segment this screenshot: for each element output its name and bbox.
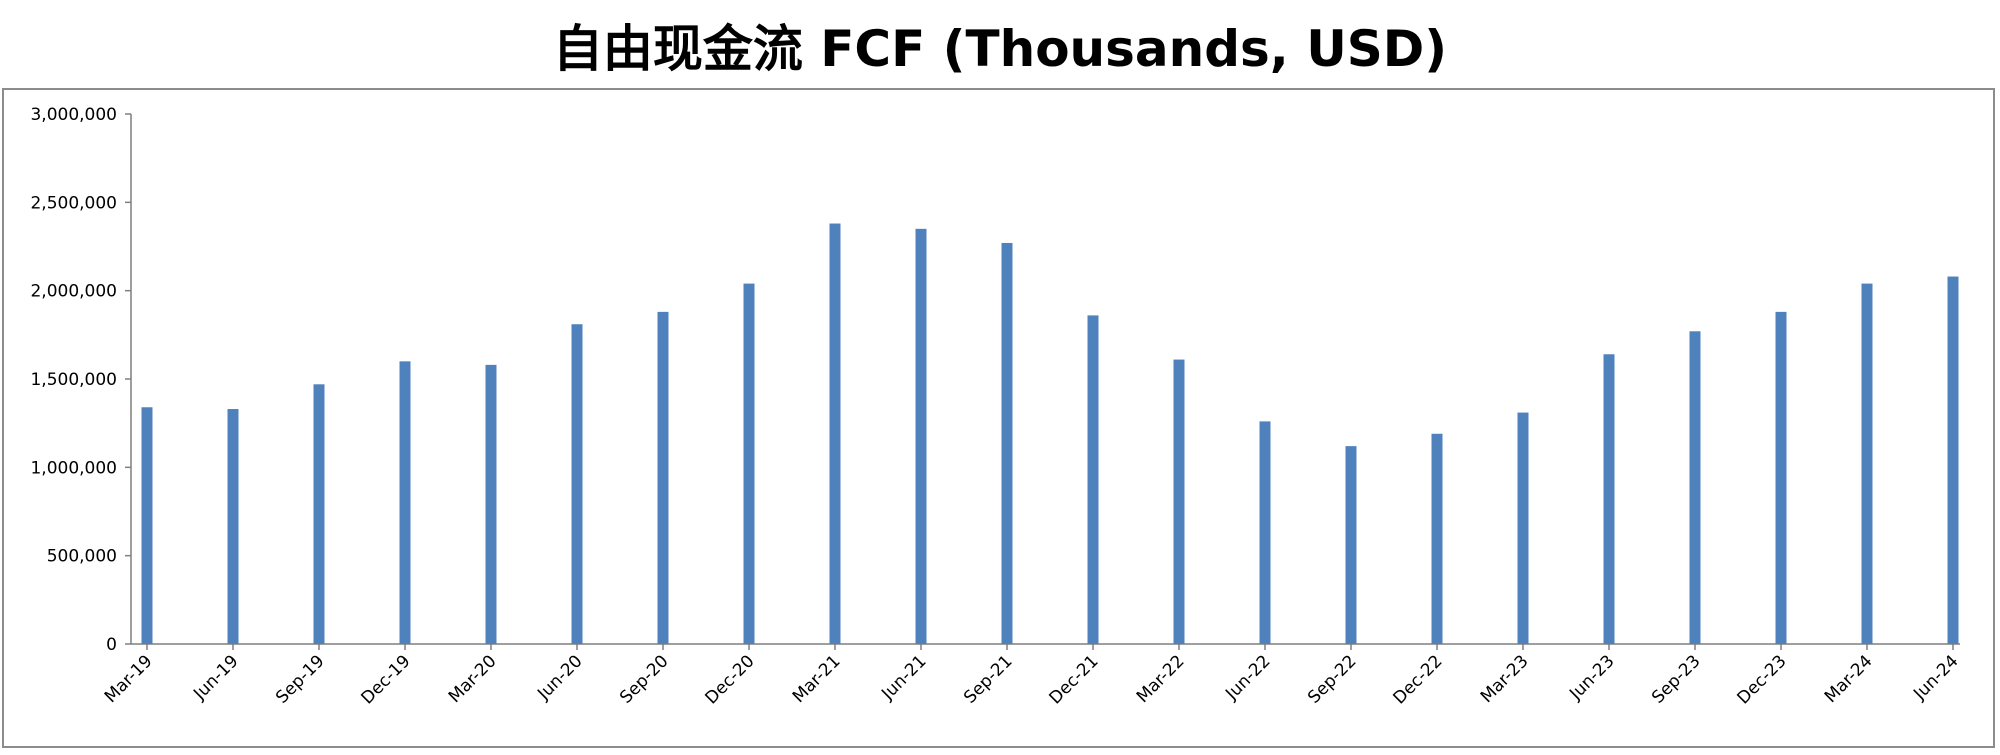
x-tick-label: Jun-24	[1909, 651, 1962, 704]
y-tick-label: 3,000,000	[30, 105, 117, 125]
x-tick-label: Mar-24	[1821, 651, 1877, 707]
x-tick-label: Dec-22	[1389, 651, 1446, 708]
x-tick-label: Sep-19	[272, 651, 328, 707]
bar-jun-22	[1259, 421, 1271, 644]
y-tick-label: 2,500,000	[30, 193, 117, 213]
chart-frame	[2, 88, 1995, 748]
y-tick-labels: 0 500,000 1,000,000 1,500,000 2,000,000 2,500…	[30, 105, 117, 655]
x-tick-label: Mar-19	[101, 651, 157, 707]
x-tick-label: Jun-23	[1565, 651, 1618, 704]
bar-jun-21	[915, 228, 927, 645]
bar-mar-24	[1861, 283, 1873, 644]
x-tick-label: Sep-21	[960, 651, 1016, 707]
bar-mar-20	[485, 364, 497, 644]
y-tick-label: 2,000,000	[30, 282, 117, 302]
bar-dec-21	[1087, 315, 1099, 644]
x-tick-label: Jun-21	[877, 651, 930, 704]
axes	[125, 113, 1960, 650]
x-tick-label: Jun-19	[189, 651, 242, 704]
bar-jun-20	[571, 324, 583, 644]
bar-sep-21	[1001, 242, 1013, 644]
y-tick-label: 0	[106, 635, 117, 655]
bar-sep-19	[313, 384, 325, 644]
x-tick-label: Sep-20	[616, 651, 672, 707]
bar-jun-24	[1947, 276, 1959, 644]
bar-jun-23	[1603, 354, 1615, 644]
bar-dec-23	[1775, 311, 1787, 644]
y-tick-label: 1,000,000	[30, 458, 117, 478]
x-tick-label: Mar-21	[789, 651, 845, 707]
x-tick-label: Dec-21	[1045, 651, 1102, 708]
bars	[141, 223, 1959, 645]
bar-sep-23	[1689, 331, 1701, 644]
x-tick-label: Jun-22	[1221, 651, 1274, 704]
y-tick-label: 1,500,000	[30, 370, 117, 390]
x-tick-labels: Mar-19 Jun-19 Sep-19 Dec-19 Mar-20 Jun-20 Sep-…	[101, 651, 1963, 708]
x-tick-label: Dec-20	[701, 651, 758, 708]
x-tick-label: Jun-20	[533, 651, 586, 704]
bar-dec-19	[399, 361, 411, 644]
bar-mar-19	[141, 407, 153, 644]
bar-dec-20	[743, 283, 755, 644]
y-tick-label: 500,000	[47, 547, 117, 567]
bar-mar-22	[1173, 359, 1185, 644]
x-tick-label: Sep-23	[1648, 651, 1704, 707]
x-tick-label: Mar-20	[445, 651, 501, 707]
x-tick-label: Dec-23	[1733, 651, 1790, 708]
bar-mar-21	[829, 223, 841, 645]
x-tick-label: Mar-22	[1133, 651, 1189, 707]
x-tick-label: Mar-23	[1477, 651, 1533, 707]
bar-dec-22	[1431, 433, 1443, 644]
bar-mar-23	[1517, 412, 1529, 644]
bar-jun-19	[227, 409, 239, 644]
bar-sep-20	[657, 311, 669, 644]
x-tick-label: Dec-19	[357, 651, 414, 708]
chart-title: 自由现金流 FCF (Thousands, USD)	[552, 20, 1448, 78]
bar-sep-22	[1345, 446, 1357, 644]
x-tick-label: Sep-22	[1304, 651, 1360, 707]
